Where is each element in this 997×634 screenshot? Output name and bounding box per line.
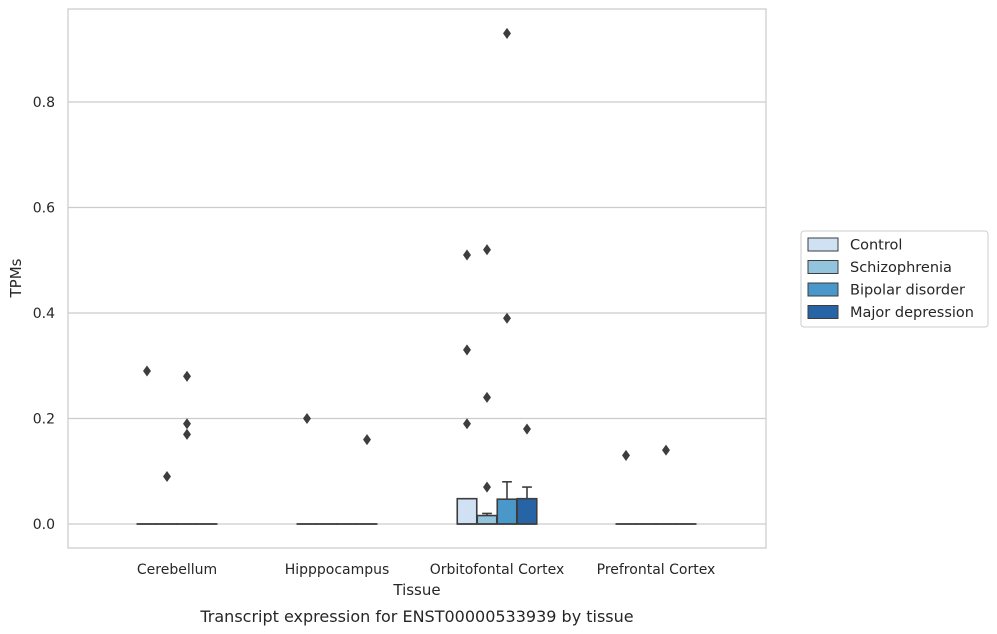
legend-label: Control (850, 238, 902, 254)
gridlines (68, 101, 766, 525)
outlier-point (483, 391, 491, 403)
y-axis-label: TPMs (7, 258, 25, 298)
box (476, 514, 498, 525)
legend-swatch (807, 282, 839, 297)
x-tick-label: Prefrontal Cortex (597, 562, 716, 578)
outlier-point (523, 423, 531, 435)
outlier-point (483, 481, 491, 493)
outliers (143, 27, 670, 493)
legend-label: Major depression (850, 305, 974, 321)
outlier-point (662, 444, 670, 456)
y-tick-label: 0.6 (33, 201, 55, 217)
y-tick-label: 0.4 (33, 306, 55, 322)
outlier-point (463, 344, 471, 356)
outlier-point (143, 365, 151, 377)
outlier-point (463, 418, 471, 430)
outlier-point (163, 471, 171, 483)
legend-swatch (807, 260, 839, 274)
outlier-point (483, 244, 491, 256)
legend: Control Schizophrenia Bipolar disorder Majo… (800, 230, 989, 328)
y-tick-label: 0.0 (33, 517, 55, 533)
outlier-point (183, 418, 191, 430)
outlier-point (463, 249, 471, 261)
outlier-point (183, 370, 191, 382)
x-tick-label: Cerebellum (137, 562, 217, 578)
legend-frame (800, 230, 989, 328)
chart-caption: Transcript expression for ENST0000053393… (199, 607, 633, 626)
outlier-point (503, 27, 511, 39)
boxes (136, 480, 697, 525)
y-tick-label: 0.2 (33, 412, 55, 428)
box (516, 497, 538, 525)
x-tick-labels: Cerebellum Hipppocampus Orbitofontal Corte… (137, 562, 715, 578)
y-tick-label: 0.8 (33, 95, 55, 111)
y-tick-labels: 0.0 0.2 0.4 0.6 0.8 (33, 95, 55, 533)
legend-swatch (807, 237, 839, 252)
x-axis-label: Tissue (392, 581, 440, 599)
box (496, 498, 518, 525)
plot-frame (67, 8, 767, 549)
legend-swatch (807, 305, 839, 319)
legend-label: Bipolar disorder (850, 283, 965, 299)
outlier-point (503, 312, 511, 324)
x-tick-label: Orbitofontal Cortex (430, 562, 565, 578)
outlier-point (622, 449, 630, 461)
x-tick-label: Hipppocampus (285, 562, 390, 578)
outlier-point (183, 428, 191, 440)
outlier-point (363, 434, 371, 446)
box (456, 497, 478, 525)
legend-label: Schizophrenia (850, 260, 952, 276)
outlier-point (303, 412, 311, 425)
